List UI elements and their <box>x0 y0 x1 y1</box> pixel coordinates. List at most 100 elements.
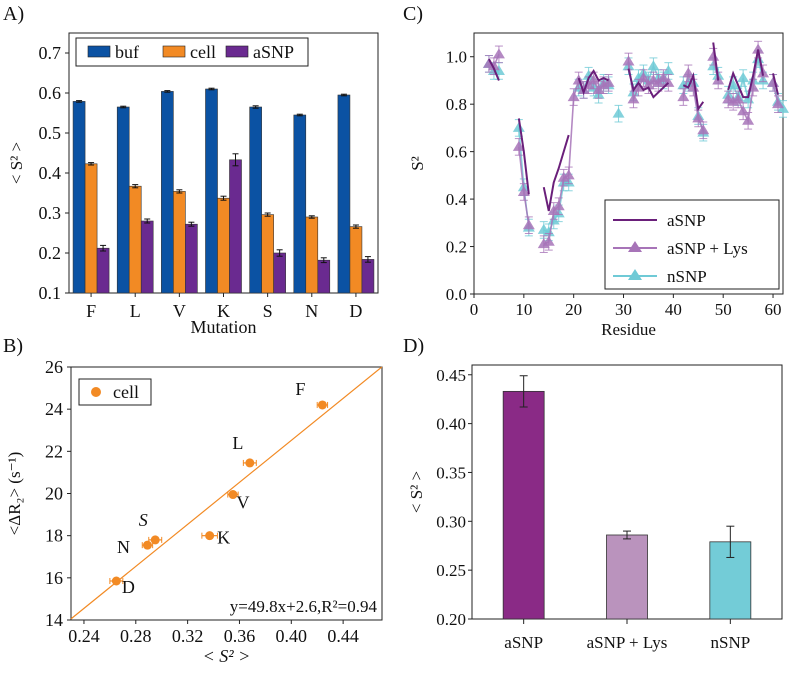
x-tick-label: 0.32 <box>172 626 204 646</box>
x-tick-label: 30 <box>615 300 632 319</box>
data-point <box>228 490 238 500</box>
bar-buf <box>337 94 351 294</box>
y-tick-label: 0.2 <box>39 243 62 263</box>
y-tick-label: 0.0 <box>446 285 467 304</box>
legend-label: nSNP <box>667 267 707 286</box>
data-point <box>657 72 670 83</box>
data-point <box>752 43 765 54</box>
x-tick-label: 0.36 <box>224 626 256 646</box>
legend: aSNP aSNP + Lys nSNP <box>604 199 780 290</box>
legend: cell <box>78 378 152 406</box>
y-tick-label: 0.3 <box>39 203 62 223</box>
data-point <box>677 91 690 102</box>
series-line-asnp <box>772 73 779 95</box>
fit-annotation: y=49.8x+2.6,R²=0.94 <box>230 597 378 616</box>
y-axis-label: < S² > <box>407 471 426 513</box>
legend-label: cell <box>190 42 216 62</box>
y-tick-label: 20 <box>45 484 63 504</box>
y-tick-label: 0.30 <box>436 512 466 531</box>
data-point <box>487 60 500 71</box>
data-point <box>512 121 525 132</box>
data-point <box>637 72 650 83</box>
data-point <box>737 105 750 116</box>
data-point <box>522 219 535 230</box>
data-point <box>692 112 705 123</box>
data-point <box>627 93 640 104</box>
series-line-asnp <box>488 58 500 81</box>
y-tick-label: 0.6 <box>446 143 467 162</box>
data-point <box>142 540 152 550</box>
legend-label: aSNP + Lys <box>667 239 748 258</box>
bar-aSNP <box>273 252 286 294</box>
legend: buf cell aSNP <box>75 37 309 67</box>
point-label: K <box>217 528 230 548</box>
legend-box <box>75 37 309 67</box>
data-point <box>622 55 635 66</box>
panel-b-label: B) <box>3 335 23 357</box>
data-point <box>512 140 525 151</box>
data-point <box>662 64 675 75</box>
data-point <box>767 76 780 87</box>
series-line-asnp-lys <box>543 80 580 245</box>
y-tick-label: 0.8 <box>446 95 467 114</box>
y-tick-label: 0.25 <box>436 561 466 580</box>
legend-swatch-cell <box>162 45 186 58</box>
x-tick-label: 0.40 <box>276 626 308 646</box>
x-tick-label: L <box>130 301 141 321</box>
x-axis-label: Residue <box>601 320 656 339</box>
y-tick-label: 0.20 <box>436 610 466 629</box>
x-tick-label: K <box>217 301 230 321</box>
y-tick-label: 0.40 <box>436 415 466 434</box>
data-point <box>697 124 710 135</box>
data-point <box>205 531 215 541</box>
bar-buf <box>161 91 174 294</box>
x-tick-label: 0 <box>470 300 479 319</box>
fit-line <box>70 366 383 620</box>
x-tick-label: 20 <box>565 300 582 319</box>
y-tick-label: 14 <box>45 610 63 630</box>
point-label: D <box>122 577 135 597</box>
y-tick-label: 16 <box>45 568 63 588</box>
data-point <box>737 72 750 83</box>
series-line-asnp <box>542 134 570 212</box>
legend-marker-cell <box>91 387 101 397</box>
y-tick-label: 0.4 <box>39 163 62 183</box>
y-tick-label: 0.1 <box>39 283 62 303</box>
y-tick-label: 0.5 <box>39 123 62 143</box>
x-tick-label: V <box>173 301 186 321</box>
x-tick-label: 40 <box>665 300 682 319</box>
data-point <box>742 114 755 125</box>
legend-label: aSNP <box>667 211 706 230</box>
data-point <box>111 576 121 586</box>
y-axis-label: S² <box>408 156 427 171</box>
x-tick-label: D <box>349 301 362 321</box>
x-tick-label: N <box>305 301 318 321</box>
y-tick-label: 24 <box>45 399 63 419</box>
panel-a-label: A) <box>3 3 24 25</box>
data-point <box>562 169 575 180</box>
bar-aSNP <box>96 247 110 294</box>
y-tick-label: 22 <box>45 441 63 461</box>
bar-aSNP <box>317 259 331 294</box>
y-tick-label: 0.35 <box>436 463 466 482</box>
legend-swatch-buf <box>87 45 111 58</box>
series-line-asnp <box>627 68 670 99</box>
bar-cell <box>173 191 186 294</box>
point-label: N <box>117 537 130 557</box>
data-point <box>567 91 580 102</box>
bar-cell <box>261 214 274 294</box>
data-point <box>517 185 530 196</box>
series-line-asnp <box>712 42 720 81</box>
data-point <box>682 67 695 78</box>
bar-buf <box>249 106 262 294</box>
x-tick-label: 0.24 <box>68 626 100 646</box>
x-axis-label: < S² > <box>203 646 251 666</box>
point-label: S <box>139 510 148 530</box>
bar-cell <box>84 163 98 294</box>
data-point <box>492 48 505 59</box>
data-point <box>632 81 645 92</box>
data-point <box>647 60 660 71</box>
x-tick-label: 10 <box>515 300 532 319</box>
x-tick-label: aSNP <box>504 633 543 652</box>
x-tick-label: F <box>86 301 96 321</box>
